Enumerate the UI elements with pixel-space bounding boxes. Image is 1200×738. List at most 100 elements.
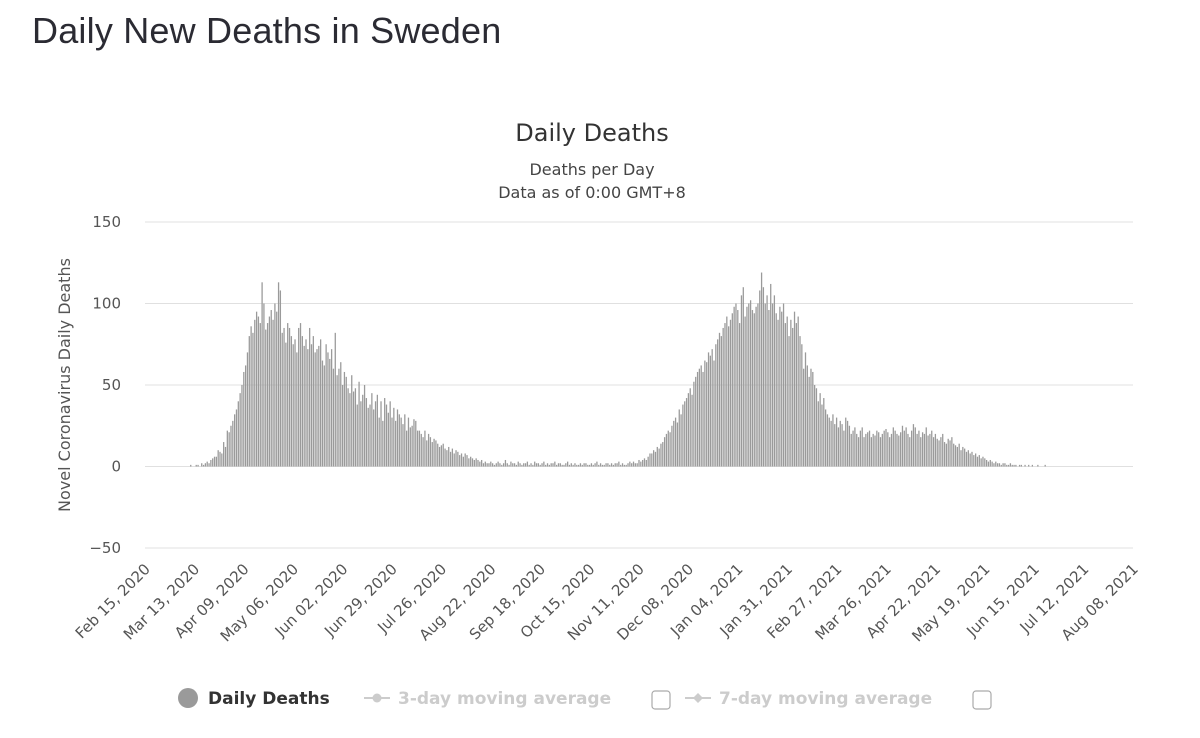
bar[interactable]	[232, 420, 234, 467]
bar[interactable]	[554, 461, 556, 467]
bar[interactable]	[354, 388, 357, 467]
bar[interactable]	[309, 327, 311, 467]
bar[interactable]	[471, 458, 474, 467]
bar[interactable]	[623, 464, 625, 467]
bar[interactable]	[325, 344, 327, 467]
bar[interactable]	[532, 464, 534, 467]
bar[interactable]	[760, 272, 763, 467]
bar[interactable]	[605, 463, 607, 467]
bar[interactable]	[642, 459, 644, 467]
bar[interactable]	[550, 463, 552, 467]
bar[interactable]	[384, 398, 386, 467]
bar[interactable]	[1009, 463, 1012, 467]
bar[interactable]	[720, 336, 722, 467]
bar[interactable]	[493, 464, 496, 467]
bar[interactable]	[470, 456, 472, 467]
bar[interactable]	[212, 458, 214, 467]
bar[interactable]	[795, 323, 797, 467]
bar[interactable]	[427, 433, 430, 467]
bar[interactable]	[861, 427, 863, 467]
bar[interactable]	[481, 459, 483, 467]
bar[interactable]	[620, 464, 622, 467]
bar-series-daily-deaths[interactable]	[190, 272, 1046, 467]
bar[interactable]	[627, 463, 629, 467]
bar[interactable]	[885, 429, 887, 467]
bar[interactable]	[801, 344, 803, 467]
bar[interactable]	[996, 463, 999, 467]
bar[interactable]	[881, 433, 883, 467]
bar[interactable]	[632, 461, 635, 467]
bar[interactable]	[409, 427, 411, 467]
bar[interactable]	[561, 464, 563, 467]
bar[interactable]	[459, 455, 461, 467]
bar[interactable]	[477, 459, 479, 467]
bar[interactable]	[255, 311, 258, 467]
bar[interactable]	[912, 424, 915, 467]
bar[interactable]	[918, 430, 920, 467]
bar[interactable]	[473, 459, 475, 467]
bar[interactable]	[629, 461, 631, 467]
bar[interactable]	[426, 440, 428, 467]
bar[interactable]	[768, 310, 770, 467]
bar[interactable]	[846, 420, 849, 467]
bar[interactable]	[707, 352, 710, 467]
bar[interactable]	[1037, 464, 1039, 467]
bar[interactable]	[310, 344, 313, 467]
bar[interactable]	[689, 388, 691, 467]
bar[interactable]	[713, 360, 715, 467]
bar[interactable]	[808, 376, 810, 467]
bar[interactable]	[717, 339, 719, 467]
bar[interactable]	[631, 463, 633, 467]
bar[interactable]	[448, 446, 450, 467]
bar[interactable]	[889, 437, 891, 467]
bar[interactable]	[451, 448, 454, 467]
bar[interactable]	[226, 430, 228, 467]
bar[interactable]	[724, 323, 726, 467]
bar[interactable]	[552, 463, 554, 467]
bar[interactable]	[567, 461, 569, 467]
bar[interactable]	[215, 456, 217, 467]
bar[interactable]	[254, 319, 256, 467]
bar[interactable]	[759, 290, 761, 467]
legend-3-day-checkbox[interactable]	[651, 690, 671, 710]
bar[interactable]	[649, 453, 651, 467]
bar[interactable]	[740, 295, 743, 467]
bar[interactable]	[969, 453, 971, 467]
bar[interactable]	[645, 459, 647, 467]
bar[interactable]	[327, 352, 329, 467]
bar[interactable]	[841, 424, 843, 467]
bar[interactable]	[715, 344, 717, 467]
bar[interactable]	[1002, 463, 1004, 467]
bar[interactable]	[663, 437, 666, 467]
bar[interactable]	[755, 306, 757, 467]
bar[interactable]	[389, 401, 391, 467]
legend-7-day-checkbox[interactable]	[972, 690, 992, 710]
bar[interactable]	[502, 463, 505, 467]
bar[interactable]	[201, 463, 203, 467]
bar[interactable]	[824, 409, 827, 467]
bar[interactable]	[859, 430, 862, 467]
bar[interactable]	[914, 427, 916, 467]
bar[interactable]	[234, 414, 236, 467]
bar[interactable]	[830, 420, 832, 467]
bar[interactable]	[197, 464, 199, 467]
bar[interactable]	[684, 401, 686, 467]
bar[interactable]	[453, 453, 455, 467]
bar[interactable]	[506, 463, 508, 467]
bar[interactable]	[237, 401, 239, 467]
bar[interactable]	[903, 430, 905, 467]
bar[interactable]	[190, 464, 192, 467]
bar[interactable]	[223, 442, 225, 467]
bar[interactable]	[217, 450, 219, 467]
bar[interactable]	[607, 463, 609, 467]
bar[interactable]	[259, 323, 261, 467]
bar[interactable]	[1007, 464, 1010, 467]
bar[interactable]	[376, 394, 378, 467]
bar[interactable]	[985, 459, 988, 467]
bar[interactable]	[638, 459, 640, 467]
bar[interactable]	[338, 368, 340, 467]
bar[interactable]	[373, 409, 375, 467]
bar[interactable]	[892, 427, 894, 467]
bar[interactable]	[572, 464, 574, 467]
bar[interactable]	[804, 352, 807, 467]
